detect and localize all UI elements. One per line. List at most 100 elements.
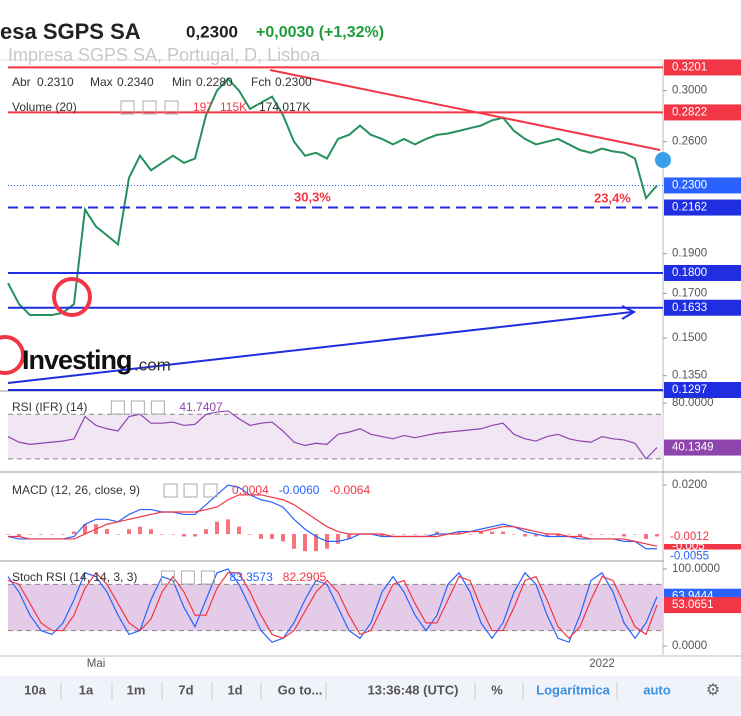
toolbar-button[interactable]: Logarítmica xyxy=(536,682,610,697)
histogram-bar xyxy=(424,534,428,535)
legend-icon[interactable] xyxy=(160,570,175,585)
histogram-bar xyxy=(116,534,120,535)
level-label: 0.2822 xyxy=(672,106,707,118)
last-value-label: 53.0651 xyxy=(672,599,714,611)
legend-label: Abr xyxy=(12,75,31,89)
legend-value: 174.017K xyxy=(259,100,310,114)
header-title: esa SGPS SA xyxy=(0,19,141,44)
histogram-bar xyxy=(589,534,593,535)
histogram-bar xyxy=(622,534,626,537)
legend-value: -0.0064 xyxy=(329,483,370,497)
histogram-bar xyxy=(226,519,230,535)
legend-icon[interactable] xyxy=(110,400,125,415)
legend-icon[interactable] xyxy=(150,400,165,415)
y-tick-label: 0.3000 xyxy=(672,85,707,97)
pane-title: MACD (12, 26, close, 9) xyxy=(12,483,140,497)
toolbar-button[interactable]: 1m xyxy=(127,682,146,697)
histogram-bar xyxy=(391,534,395,535)
histogram-bar xyxy=(545,534,549,537)
watermark-logo: Investing xyxy=(22,345,132,375)
histogram-bar xyxy=(611,534,615,535)
annotation: 30,3% xyxy=(294,189,331,204)
toolbar-button[interactable]: % xyxy=(491,682,503,697)
toolbar-button[interactable]: 7d xyxy=(178,682,193,697)
histogram-bar xyxy=(655,534,659,537)
level-label: 0.2300 xyxy=(672,179,707,191)
histogram-bar xyxy=(61,534,65,535)
toolbar-button[interactable]: auto xyxy=(643,682,671,697)
legend-icon[interactable] xyxy=(142,100,157,115)
watermark-title: Impresa SGPS SA, Portugal, D, Lisboa xyxy=(8,45,321,65)
histogram-bar xyxy=(303,534,307,552)
settings-icon[interactable]: ⚙ xyxy=(706,682,720,699)
histogram-bar xyxy=(600,534,604,535)
last-value-box xyxy=(664,597,741,614)
legend-icon[interactable] xyxy=(164,100,179,115)
y-tick-label: 80.0000 xyxy=(672,397,714,409)
level-box xyxy=(664,199,741,216)
legend-icon[interactable] xyxy=(120,100,135,115)
legend-icon[interactable] xyxy=(200,570,215,585)
series-line xyxy=(7,571,658,640)
histogram-bar xyxy=(72,531,76,535)
histogram-bar xyxy=(204,529,208,535)
last-value-box xyxy=(664,439,741,456)
x-tick-label: Mai xyxy=(87,658,106,670)
histogram-bar xyxy=(512,534,516,535)
y-tick-label: 0.1700 xyxy=(672,287,707,299)
trend-line xyxy=(269,69,661,151)
histogram-bar xyxy=(6,534,10,535)
histogram-bar xyxy=(182,534,186,537)
last-value-label: 40.1349 xyxy=(672,442,714,454)
circle-marker xyxy=(52,277,92,317)
annotation: 23,4% xyxy=(594,190,631,205)
legend-icon[interactable] xyxy=(183,483,198,498)
histogram-bar xyxy=(292,534,296,549)
marker-box xyxy=(664,549,741,564)
legend-icon[interactable] xyxy=(203,483,218,498)
level-label: 0.3201 xyxy=(672,61,707,73)
header-change: +0,0030 (+1,32%) xyxy=(256,24,384,41)
series-line xyxy=(8,494,658,547)
toolbar-button[interactable]: Go to... xyxy=(278,682,323,697)
legend-icon[interactable] xyxy=(180,570,195,585)
legend-label: Min xyxy=(172,75,191,89)
level-box xyxy=(664,104,741,121)
histogram-bar xyxy=(215,521,219,535)
histogram-bar xyxy=(457,531,461,535)
histogram-bar xyxy=(314,534,318,552)
histogram-bar xyxy=(28,534,32,535)
y-tick-label: 100.0000 xyxy=(672,563,720,575)
histogram-bar xyxy=(578,534,582,537)
legend-icon[interactable] xyxy=(130,400,145,415)
legend-value: 83.3573 xyxy=(229,570,273,584)
pane-title: RSI (IFR) (14) xyxy=(12,400,87,414)
series-line xyxy=(7,77,658,317)
legend-value: 0.2300 xyxy=(275,75,312,89)
legend-value: 0.2310 xyxy=(37,75,74,89)
histogram-bar xyxy=(380,534,384,537)
trend-line xyxy=(7,311,633,384)
toolbar-button[interactable]: 10a xyxy=(24,682,46,697)
histogram-bar xyxy=(336,534,340,544)
histogram-bar xyxy=(435,531,439,535)
toolbar-button[interactable]: 1a xyxy=(79,682,94,697)
y-tick-label: 0.0000 xyxy=(672,640,707,652)
histogram-bar xyxy=(490,531,494,535)
toolbar-button[interactable]: 13:36:48 (UTC) xyxy=(367,682,458,697)
histogram-bar xyxy=(83,524,87,535)
histogram-bar xyxy=(149,529,153,535)
legend-label: Max xyxy=(90,75,113,89)
legend-value: 197 xyxy=(193,100,213,114)
histogram-bar xyxy=(534,534,538,537)
legend-value: 115K xyxy=(220,100,247,114)
histogram-bar xyxy=(402,534,406,535)
histogram-bar xyxy=(248,534,252,535)
level-box xyxy=(664,59,741,76)
histogram-bar xyxy=(281,534,285,542)
histogram-bar xyxy=(567,534,571,535)
histogram-bar xyxy=(39,534,43,535)
toolbar-button[interactable]: 1d xyxy=(227,682,242,697)
legend-icon[interactable] xyxy=(163,483,178,498)
histogram-bar xyxy=(17,534,21,537)
